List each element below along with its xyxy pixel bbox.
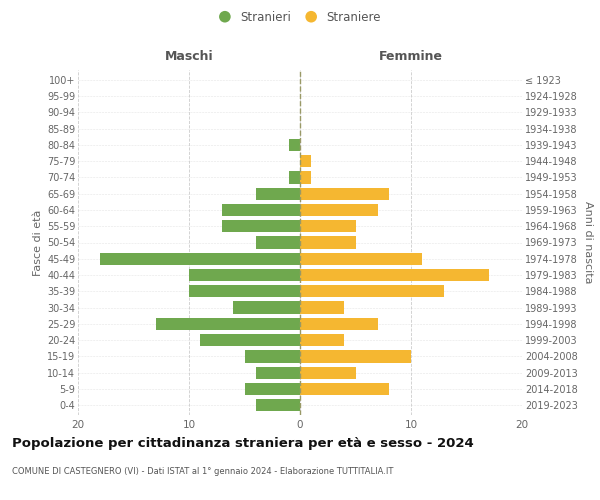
- Bar: [100, 252, 300, 265]
- Text: Maschi: Maschi: [164, 50, 214, 63]
- Bar: [300, 172, 311, 183]
- Bar: [233, 302, 300, 314]
- Bar: [300, 302, 344, 314]
- Bar: [289, 139, 300, 151]
- Bar: [256, 399, 300, 411]
- Text: Femmine: Femmine: [379, 50, 443, 63]
- Text: COMUNE DI CASTEGNERO (VI) - Dati ISTAT al 1° gennaio 2024 - Elaborazione TUTTITA: COMUNE DI CASTEGNERO (VI) - Dati ISTAT a…: [12, 468, 394, 476]
- Bar: [300, 204, 378, 216]
- Bar: [256, 366, 300, 379]
- Bar: [300, 155, 311, 167]
- Bar: [300, 269, 489, 281]
- Bar: [300, 188, 389, 200]
- Bar: [245, 383, 300, 395]
- Bar: [200, 334, 300, 346]
- Bar: [300, 318, 378, 330]
- Bar: [256, 236, 300, 248]
- Bar: [223, 220, 300, 232]
- Bar: [245, 350, 300, 362]
- Y-axis label: Fasce di età: Fasce di età: [32, 210, 43, 276]
- Bar: [156, 318, 300, 330]
- Legend: Stranieri, Straniere: Stranieri, Straniere: [217, 8, 383, 26]
- Bar: [189, 285, 300, 298]
- Y-axis label: Anni di nascita: Anni di nascita: [583, 201, 593, 283]
- Bar: [300, 383, 389, 395]
- Bar: [289, 172, 300, 183]
- Bar: [300, 334, 344, 346]
- Bar: [300, 220, 356, 232]
- Bar: [300, 252, 422, 265]
- Bar: [223, 204, 300, 216]
- Bar: [300, 285, 445, 298]
- Text: Popolazione per cittadinanza straniera per età e sesso - 2024: Popolazione per cittadinanza straniera p…: [12, 438, 474, 450]
- Bar: [300, 366, 356, 379]
- Bar: [189, 269, 300, 281]
- Bar: [256, 188, 300, 200]
- Bar: [300, 236, 356, 248]
- Bar: [300, 350, 411, 362]
